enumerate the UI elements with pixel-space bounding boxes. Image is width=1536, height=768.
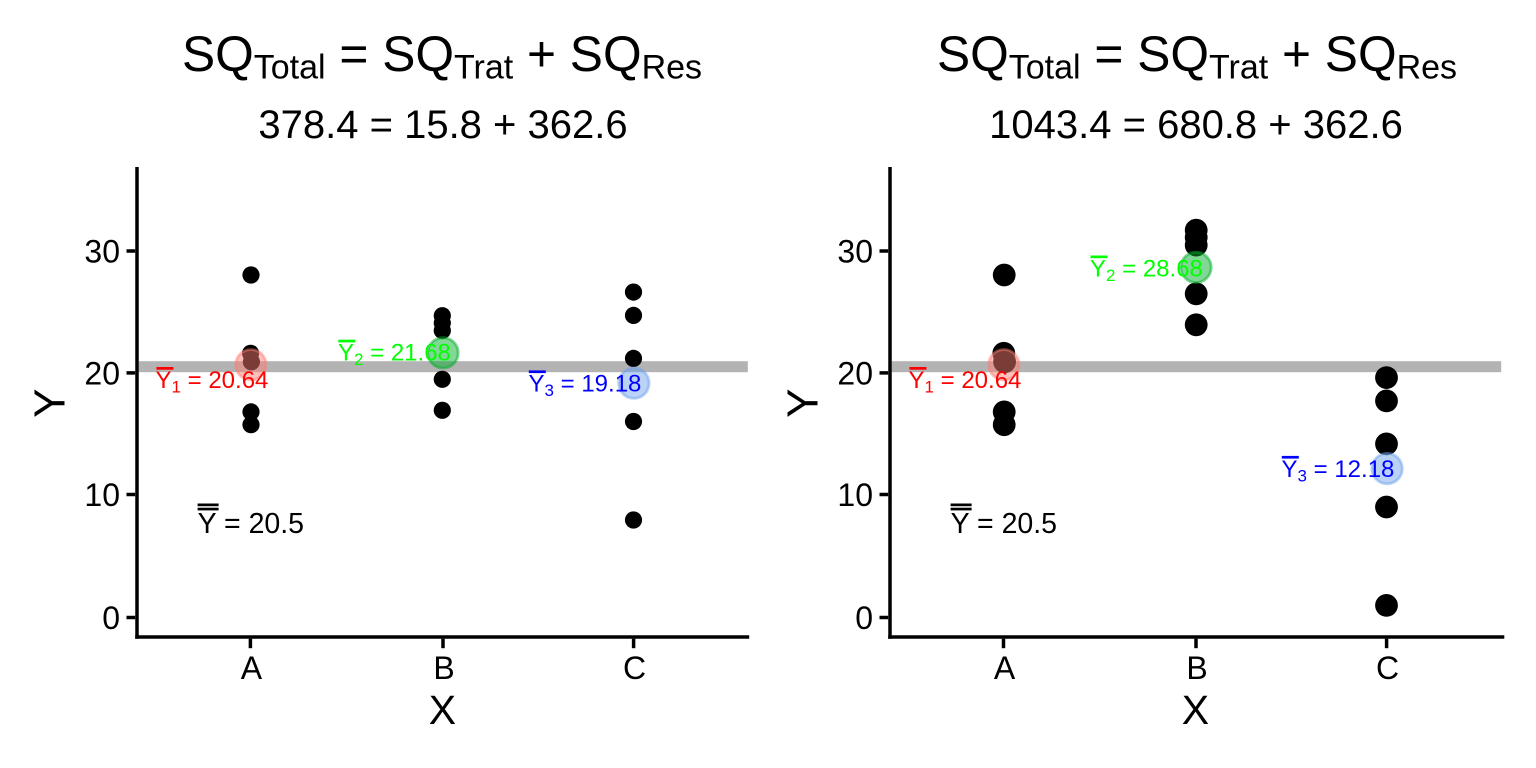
svg-text:0: 0 [855,600,873,636]
svg-text:Y3 = 12.18: Y3 = 12.18 [1282,456,1395,486]
svg-text:Y1 = 20.64: Y1 = 20.64 [909,367,1022,397]
svg-text:X: X [1182,687,1209,733]
svg-text:Y2 = 28.68: Y2 = 28.68 [1090,255,1203,285]
svg-text:SQTotal = SQTrat + SQRes: SQTotal = SQTrat + SQRes [182,26,702,86]
svg-text:Y = 20.5: Y = 20.5 [198,508,304,540]
svg-text:10: 10 [837,477,873,513]
svg-text:Y: Y [26,389,75,418]
svg-text:C: C [623,650,646,686]
svg-text:Y3 = 19.18: Y3 = 19.18 [529,370,642,400]
svg-text:X: X [429,687,456,733]
svg-text:A: A [241,650,263,686]
svg-text:30: 30 [837,234,873,270]
svg-text:Y = 20.5: Y = 20.5 [951,508,1057,540]
svg-text:SQTotal = SQTrat + SQRes: SQTotal = SQTrat + SQRes [937,26,1457,86]
svg-text:0: 0 [102,600,120,636]
svg-text:30: 30 [84,234,120,270]
svg-text:10: 10 [84,477,120,513]
svg-text:378.4 = 15.8 + 362.6: 378.4 = 15.8 + 362.6 [258,103,627,147]
svg-text:Y2 = 21.68: Y2 = 21.68 [338,339,451,369]
svg-text:Y: Y [779,389,828,418]
svg-text:B: B [433,650,454,686]
svg-text:20: 20 [84,355,120,391]
svg-text:20: 20 [837,355,873,391]
svg-text:B: B [1186,650,1207,686]
svg-text:C: C [1376,650,1399,686]
svg-text:Y1 = 20.64: Y1 = 20.64 [156,367,269,397]
svg-text:A: A [994,650,1016,686]
svg-text:1043.4 = 680.8 + 362.6: 1043.4 = 680.8 + 362.6 [989,103,1403,147]
